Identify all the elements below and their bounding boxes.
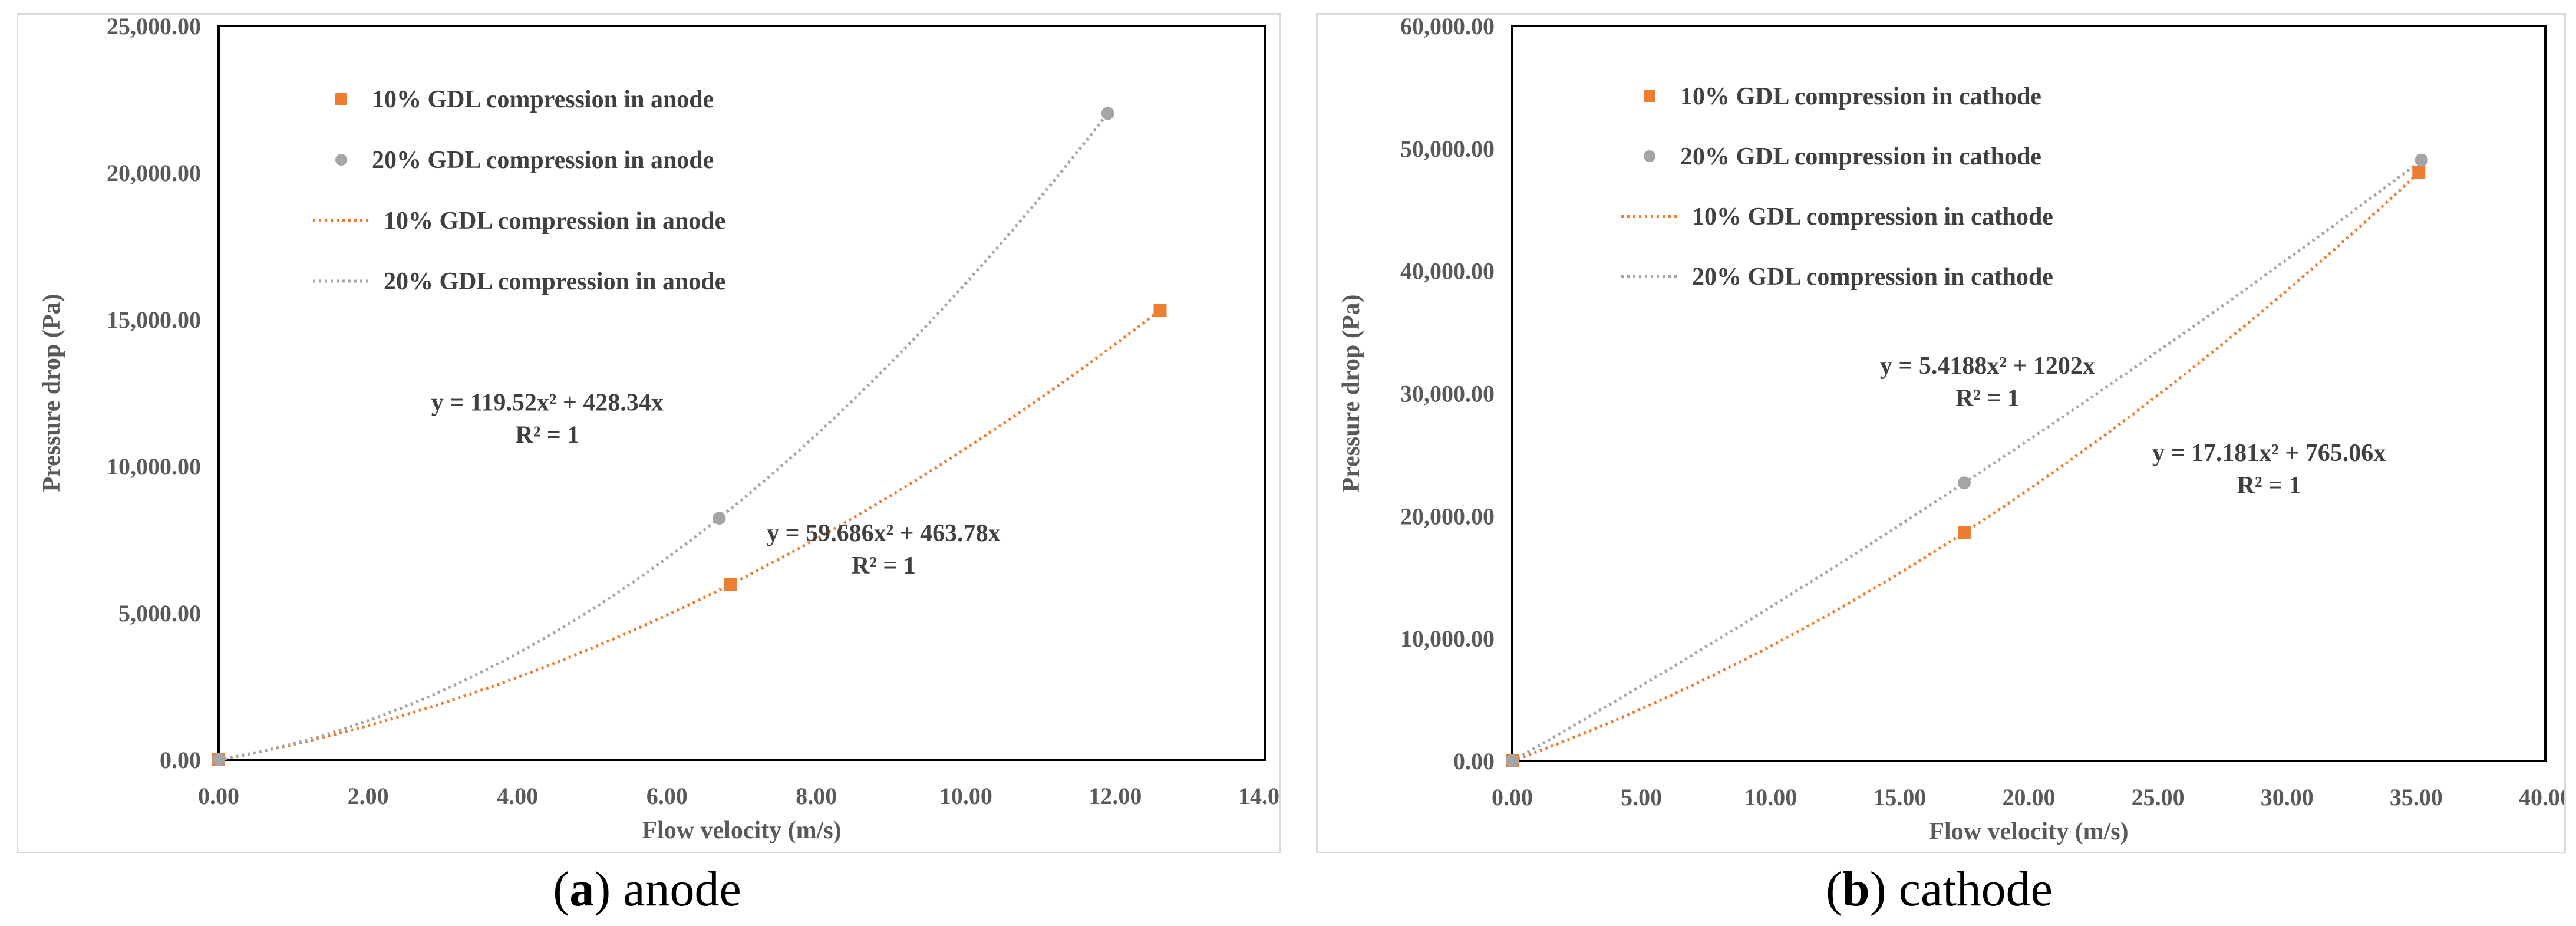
caption-anode: (a) anode — [553, 862, 741, 917]
trend-r-squared: R² = 1 — [1955, 385, 2020, 412]
legend-label: 10% GDL compression in anode — [372, 86, 714, 113]
trendline-series-1 — [1512, 172, 2420, 763]
y-tick-label: 20,000.00 — [1400, 503, 1495, 529]
x-tick-label: 6.00 — [647, 783, 688, 809]
legend-label: 10% GDL compression in anode — [384, 207, 725, 235]
chart-panel-anode: 0.00 5,000.00 10,000.00 15,000.00 20,000.00 2… — [17, 13, 1281, 853]
data-point-series-1 — [2412, 166, 2426, 179]
trendline-series-2 — [1511, 159, 2423, 763]
trendline-series-2 — [218, 112, 1109, 762]
legend-marker — [1644, 90, 1655, 102]
y-tick-label: 10,000.00 — [107, 453, 201, 480]
legend-label: 10% GDL compression in cathode — [1680, 83, 2041, 110]
x-tick-label: 25.00 — [2132, 784, 2185, 810]
data-point-series-1 — [1153, 304, 1167, 318]
x-tick-label: 10.00 — [1744, 784, 1797, 810]
y-tick-label: 50,000.00 — [1400, 136, 1495, 162]
legend-marker — [335, 154, 347, 166]
x-tick-label: 4.00 — [497, 783, 538, 809]
y-tick-label: 20,000.00 — [107, 160, 201, 186]
plot-area-frame — [217, 25, 1266, 761]
x-tick-label: 0.00 — [1492, 784, 1533, 810]
caption-letter: a — [569, 862, 595, 917]
x-tick-label: 10.00 — [939, 783, 992, 809]
y-tick-label: 30,000.00 — [1400, 381, 1495, 407]
data-point-series-2 — [212, 753, 225, 766]
caption-letter: b — [1842, 862, 1870, 917]
x-axis-title: Flow velocity (m/s) — [1929, 818, 2128, 845]
trend-r-squared: R² = 1 — [852, 552, 916, 579]
data-point-series-1 — [1957, 526, 1971, 539]
y-tick-label: 5,000.00 — [118, 600, 201, 627]
caption-text: cathode — [1886, 862, 2053, 917]
y-tick-label: 10,000.00 — [1400, 625, 1495, 652]
y-axis-title: Pressure drop (Pa) — [38, 294, 65, 492]
legend-marker — [1644, 150, 1655, 162]
data-point-series-1 — [724, 578, 737, 591]
x-tick-label: 35.00 — [2390, 784, 2443, 810]
y-tick-label: 60,000.00 — [1400, 15, 1495, 39]
y-tick-label: 15,000.00 — [107, 307, 201, 333]
trend-equation: y = 17.181x² + 765.06x — [2152, 440, 2386, 467]
x-tick-label: 12.00 — [1089, 783, 1142, 809]
caption-cathode: (b) cathode — [1826, 862, 2053, 917]
y-tick-label: 40,000.00 — [1400, 258, 1495, 285]
y-axis-title: Pressure drop (Pa) — [1338, 295, 1365, 493]
data-point-series-2 — [713, 512, 726, 525]
trend-equation: y = 5.4188x² + 1202x — [1880, 352, 2095, 380]
caption-text: anode — [611, 862, 741, 917]
trend-equation: y = 119.52x² + 428.34x — [431, 389, 664, 416]
data-point-series-2 — [1506, 754, 1519, 767]
trend-equation: y = 59.686x² + 463.78x — [767, 520, 1000, 547]
x-tick-label: 20.00 — [2003, 784, 2056, 810]
plot-area-frame — [1511, 25, 2547, 762]
data-point-series-2 — [1957, 476, 1971, 490]
trend-r-squared: R² = 1 — [2237, 472, 2301, 499]
legend-label: 20% GDL compression in cathode — [1692, 263, 2053, 291]
y-tick-label: 25,000.00 — [107, 15, 201, 39]
data-point-series-2 — [2415, 153, 2428, 167]
anode-chart: 0.00 5,000.00 10,000.00 15,000.00 20,000.00 2… — [38, 15, 1279, 844]
x-tick-label: 8.00 — [796, 783, 837, 809]
legend-label: 20% GDL compression in anode — [372, 147, 714, 174]
legend-label: 10% GDL compression in cathode — [1692, 203, 2053, 230]
trendline-series-1 — [218, 309, 1162, 762]
x-tick-label: 15.00 — [1873, 784, 1926, 810]
legend-label: 20% GDL compression in anode — [384, 268, 725, 295]
x-tick-label: 5.00 — [1621, 784, 1662, 810]
legend-marker — [335, 93, 347, 105]
x-tick-label: 30.00 — [2261, 784, 2314, 810]
data-point-series-2 — [1101, 107, 1114, 120]
legend-label: 20% GDL compression in cathode — [1680, 143, 2041, 170]
trend-r-squared: R² = 1 — [515, 421, 579, 449]
x-tick-label: 40.00 — [2519, 784, 2564, 810]
x-tick-label: 0.00 — [198, 783, 239, 809]
y-tick-label: 0.00 — [160, 747, 201, 773]
x-axis-title: Flow velocity (m/s) — [642, 817, 841, 844]
y-tick-label: 0.00 — [1453, 748, 1495, 775]
chart-panel-cathode: 0.00 10,000.00 20,000.00 30,000.00 40,000.00… — [1316, 13, 2566, 853]
x-tick-label: 14.00 — [1238, 783, 1279, 809]
x-tick-label: 2.00 — [348, 783, 389, 809]
cathode-chart: 0.00 10,000.00 20,000.00 30,000.00 40,000.00… — [1338, 15, 2564, 845]
